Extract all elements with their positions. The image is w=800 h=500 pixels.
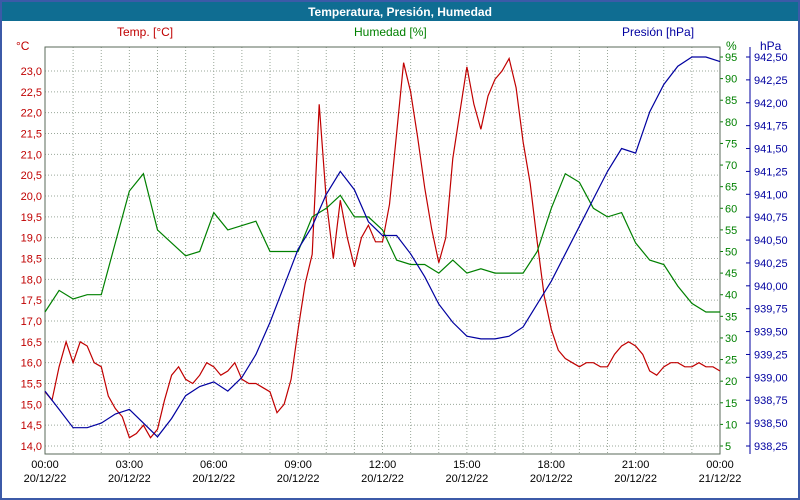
temp-tick-label: 18,5: [21, 254, 42, 266]
x-date-label: 20/12/22: [277, 473, 320, 485]
x-date-label: 20/12/22: [24, 473, 67, 485]
hum-tick-label: 70: [725, 160, 737, 172]
pres-tick-label: 940,50: [754, 235, 788, 247]
temp-tick-label: 15,0: [21, 399, 42, 411]
pres-tick-label: 940,75: [754, 212, 788, 224]
title-bar: Temperatura, Presión, Humedad: [2, 2, 798, 21]
hum-tick-label: 95: [725, 52, 737, 64]
x-tick-label: 00:00: [706, 459, 734, 471]
hum-tick-label: 30: [725, 333, 737, 345]
pres-tick-label: 942,00: [754, 98, 788, 110]
chart-title: Temperatura, Presión, Humedad: [308, 4, 492, 19]
temp-tick-label: 19,5: [21, 212, 42, 224]
hum-tick-label: 80: [725, 117, 737, 129]
humidity-series-line: [44, 172, 720, 313]
pres-tick-label: 938,50: [754, 418, 788, 430]
plot-svg: 23,0 22,5 22,0 21,5 21,0 20,5 20,0 19,5 19,0 18,5…: [21, 46, 788, 485]
x-tick-label: 03:00: [116, 459, 144, 471]
pres-tick-label: 941,25: [754, 166, 788, 178]
hum-tick-label: 15: [725, 398, 737, 410]
temp-tick-label: 20,5: [21, 170, 42, 182]
legend-humidity: Humedad [%]: [354, 25, 427, 39]
x-tick-label: 15:00: [453, 459, 481, 471]
x-date-label: 20/12/22: [108, 473, 151, 485]
legend-pressure: Presión [hPa]: [622, 25, 695, 39]
hum-tick-label: 50: [725, 247, 737, 259]
temp-tick-label: 22,5: [21, 87, 42, 99]
hum-tick-label: 85: [725, 95, 737, 107]
pres-tick-label: 940,25: [754, 258, 788, 270]
hum-tick-label: 55: [725, 225, 737, 237]
hum-tick-label: 75: [725, 138, 737, 150]
pres-tick-label: 939,00: [754, 372, 788, 384]
temp-tick-label: 14,5: [21, 420, 42, 432]
temp-tick-label: 16,0: [21, 358, 42, 370]
hum-tick-label: 10: [725, 419, 737, 431]
x-date-label: 20/12/22: [530, 473, 573, 485]
x-date-label: 20/12/22: [361, 473, 404, 485]
legend-temperature: Temp. [°C]: [117, 25, 174, 39]
hum-tick-label: 40: [725, 290, 737, 302]
pres-tick-label: 942,25: [754, 75, 788, 87]
pressure-series-line: [44, 56, 721, 438]
pres-tick-label: 942,50: [754, 52, 788, 64]
x-date-label: 20/12/22: [445, 473, 488, 485]
hum-tick-label: 45: [725, 268, 737, 280]
x-tick-label: 09:00: [284, 459, 312, 471]
pres-tick-label: 938,25: [754, 441, 788, 453]
temp-tick-label: 21,5: [21, 129, 42, 141]
hum-tick-label: 25: [725, 355, 737, 367]
temp-axis-unit: °C: [16, 39, 30, 53]
pres-tick-label: 940,00: [754, 281, 788, 293]
hum-tick-label: 5: [725, 441, 731, 453]
humidity-axis-unit: %: [726, 39, 737, 53]
pres-tick-label: 939,25: [754, 349, 788, 361]
temp-tick-label: 19,0: [21, 233, 42, 245]
hum-tick-label: 20: [725, 376, 737, 388]
x-tick-label: 00:00: [31, 459, 59, 471]
temperature-series-line: [44, 56, 721, 439]
x-tick-label: 12:00: [369, 459, 397, 471]
pres-tick-label: 941,50: [754, 144, 788, 156]
temp-tick-label: 17,0: [21, 316, 42, 328]
x-date-label: 20/12/22: [192, 473, 235, 485]
hum-tick-label: 90: [725, 74, 737, 86]
pres-tick-label: 938,75: [754, 395, 788, 407]
x-tick-label: 06:00: [200, 459, 228, 471]
pres-tick-label: 939,50: [754, 327, 788, 339]
pres-tick-label: 941,00: [754, 189, 788, 201]
temp-tick-label: 18,0: [21, 274, 42, 286]
plot-frame: [44, 46, 721, 455]
x-date-label: 21/12/22: [699, 473, 742, 485]
temp-tick-label: 23,0: [21, 66, 42, 78]
temp-tick-label: 22,0: [21, 108, 42, 120]
chart-area: °C Temp. [°C] Humedad [%] Presión [hPa] …: [2, 21, 798, 498]
pres-tick-label: 939,75: [754, 304, 788, 316]
temp-tick-label: 16,5: [21, 337, 42, 349]
hum-tick-label: 35: [725, 311, 737, 323]
temp-tick-label: 21,0: [21, 149, 42, 161]
hum-tick-label: 65: [725, 182, 737, 194]
temp-tick-label: 17,5: [21, 295, 42, 307]
temp-tick-label: 20,0: [21, 191, 42, 203]
temp-tick-label: 14,0: [21, 441, 42, 453]
x-tick-label: 21:00: [622, 459, 650, 471]
x-date-label: 20/12/22: [614, 473, 657, 485]
pres-tick-label: 941,75: [754, 121, 788, 133]
temp-tick-label: 15,5: [21, 379, 42, 391]
pressure-axis-unit: hPa: [760, 39, 782, 53]
x-tick-label: 18:00: [537, 459, 565, 471]
hum-tick-label: 60: [725, 203, 737, 215]
